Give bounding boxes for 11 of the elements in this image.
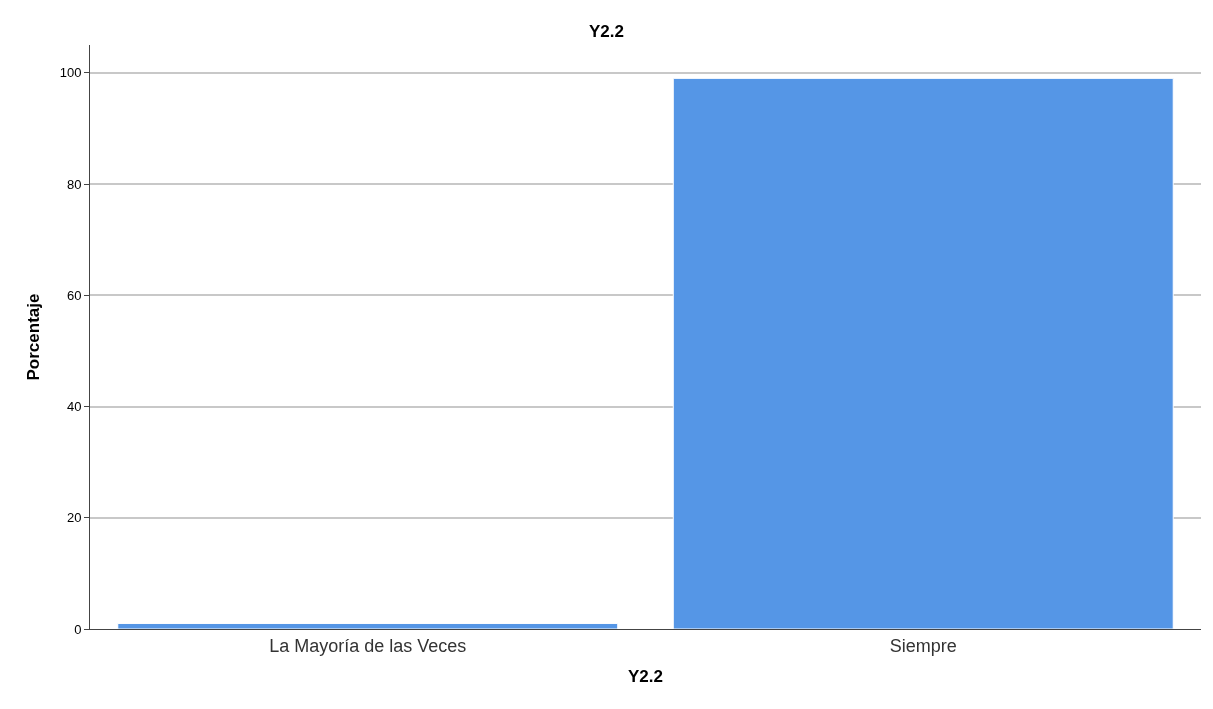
y-tick-label: 60 <box>66 287 82 303</box>
y-tick-label: 80 <box>66 176 82 192</box>
y-tick-label: 40 <box>66 399 82 415</box>
x-tick-label: La Mayoría de las Veces <box>269 635 467 656</box>
y-tick-label: 20 <box>66 510 82 526</box>
x-axis-title: Y2.2 <box>628 667 663 686</box>
y-axis-title: Porcentaje <box>24 293 44 381</box>
y-tick-label: 0 <box>74 621 82 637</box>
chart-title: Y2.2 <box>589 21 624 41</box>
x-tick-label: Siempre <box>889 635 957 656</box>
y-tick-label: 100 <box>59 65 82 81</box>
